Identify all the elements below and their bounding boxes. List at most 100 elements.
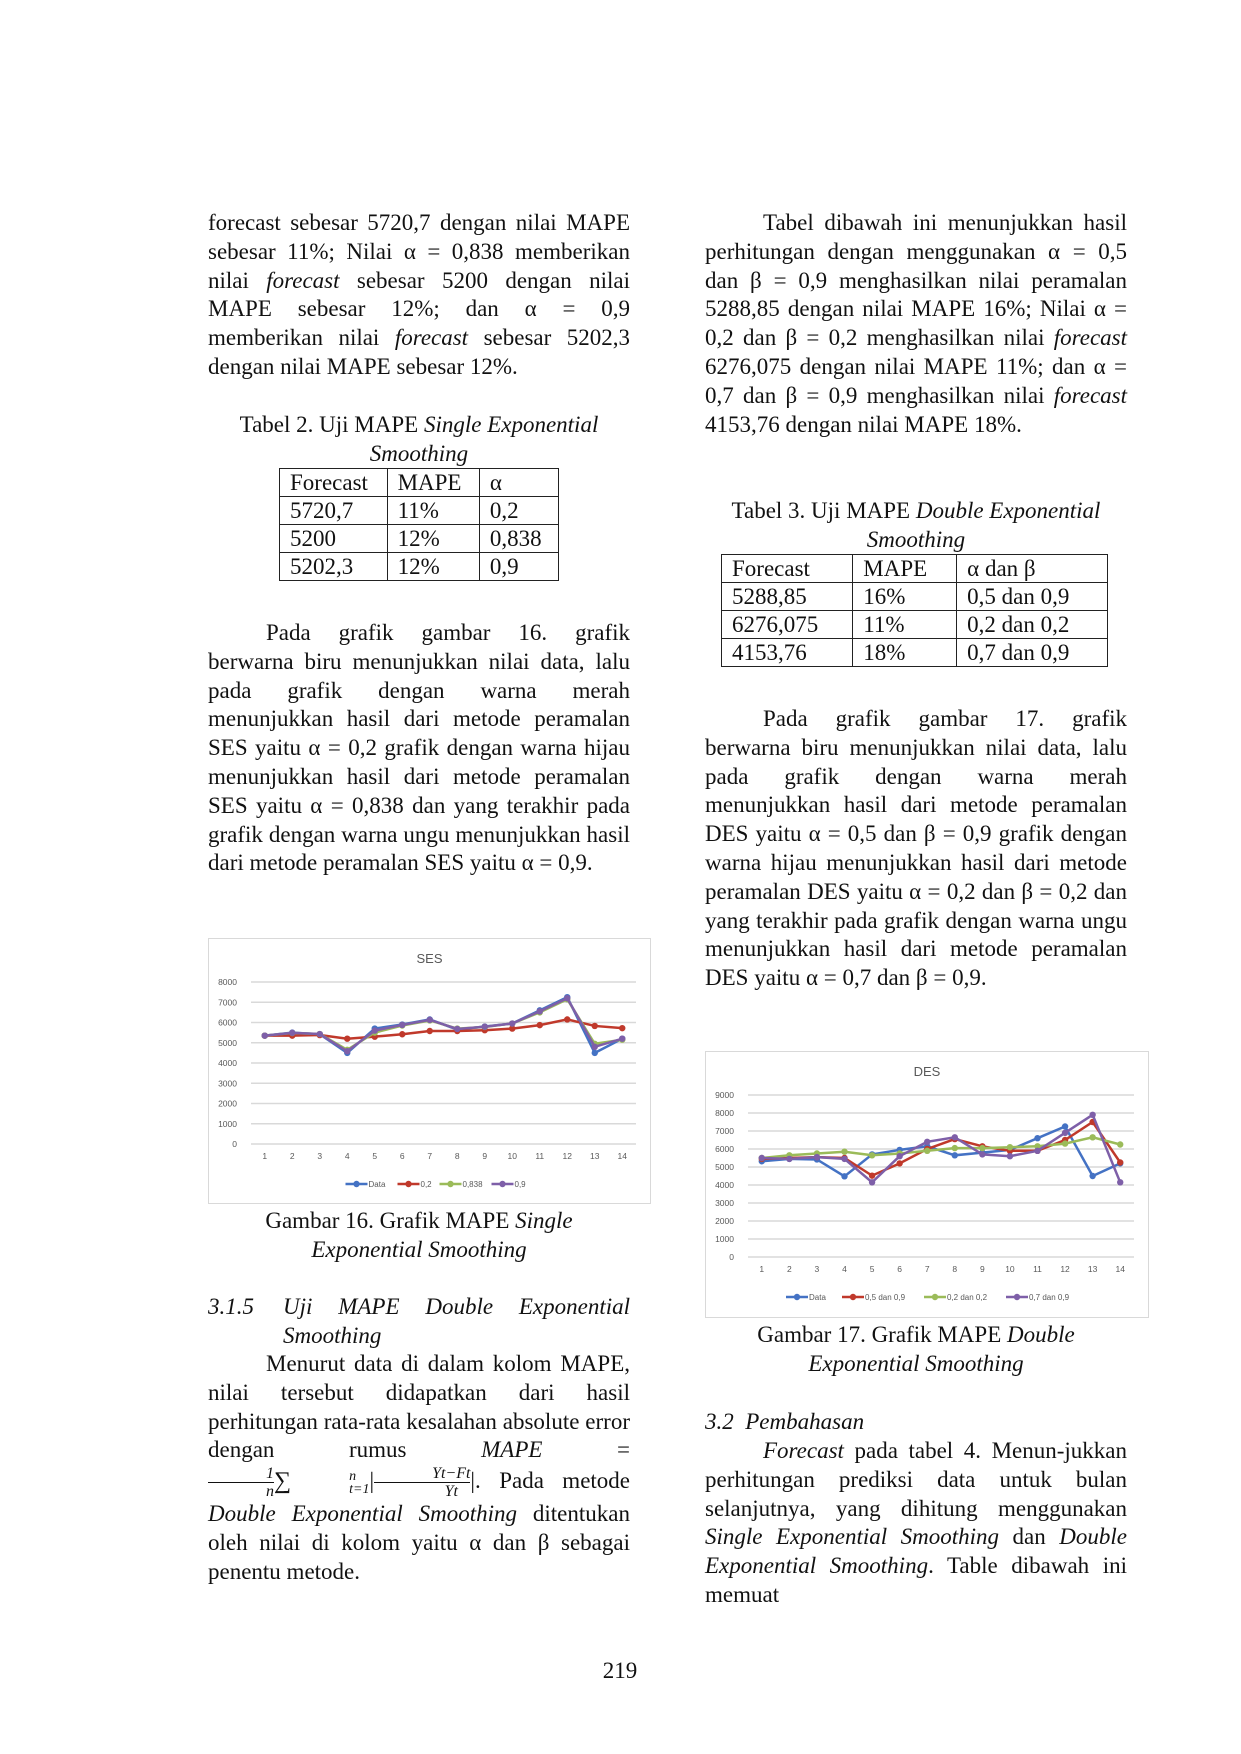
text-segment: 4153,76 dengan nilai MAPE 18%. [705,411,1022,437]
table-cell: 0,2 dan 0,2 [956,610,1108,639]
text-segment: dan [999,1524,1060,1550]
data-point [786,1155,793,1163]
table-cell: 4153,76 [720,638,854,667]
data-point [896,1160,903,1167]
table-cell: 5202,3 [279,552,388,581]
text-segment: forecast [1053,382,1127,408]
table-header-row: Forecast MAPE α [279,468,560,497]
data-point [509,1025,516,1032]
x-tick-label: 13 [1088,1264,1098,1274]
text-segment: Forecast [763,1438,844,1463]
table-header-row: Forecast MAPE α dan β [720,554,1108,583]
y-tick-label: 3000 [715,1198,734,1208]
legend-label: 0,838 [463,1180,484,1189]
table-cell: 0,2 [478,496,560,525]
data-point [261,1032,268,1039]
y-tick-label: 6000 [715,1144,734,1154]
data-point [841,1173,848,1180]
table-row: 5288,85 16% 0,5 dan 0,9 [720,582,1108,611]
y-tick-label: 3000 [218,1078,237,1088]
paragraph: Pada grafik gambar 17. grafik berwarna b… [705,705,1127,993]
table-cell: α dan β [956,554,1108,583]
y-tick-label: 9000 [715,1090,734,1100]
text-segment: forecast [1053,325,1127,351]
data-point [1089,1111,1096,1118]
y-tick-label: 0 [232,1139,237,1149]
y-tick-label: 0 [729,1252,734,1262]
section-heading: 3.2 Pembahasan [705,1409,865,1434]
legend-label: Data [809,1293,826,1302]
data-point [1117,1179,1124,1186]
table-cell: α [478,468,560,497]
table-cell: 11% [852,610,958,639]
legend-marker [499,1180,506,1188]
table-3: Forecast MAPE α dan β 5288,85 16% 0,5 dan 0,9… [720,554,1108,667]
series-line-0-2-dan-0-2 [761,1136,1121,1160]
x-tick-label: 12 [563,1151,573,1161]
y-tick-label: 4000 [218,1058,237,1068]
data-point [1089,1134,1096,1141]
data-point [399,1021,406,1029]
text-segment: Gambar 17. Grafik MAPE [757,1322,1008,1347]
y-tick-label: 5000 [218,1038,237,1048]
sum-upper: n [349,1468,357,1484]
text-segment: Menurut data di dalam kolom MAPE, nilai … [208,1351,630,1463]
data-point [1089,1172,1096,1180]
chart-title: DES [914,1064,941,1079]
data-point [426,1016,433,1024]
text-segment: Single Exponential Smoothing [369,412,599,466]
paragraph: Forecast pada tabel 4. Menun-jukkan perh… [705,1437,1127,1610]
figure-16-caption: Gambar 16. Grafik MAPE Single Exponentia… [208,1207,630,1265]
table-row: 6276,075 11% 0,2 dan 0,2 [720,610,1108,639]
data-point [1034,1135,1041,1142]
legend-marker [793,1293,801,1301]
data-point [371,1027,378,1034]
data-point [536,1021,543,1029]
text-segment: Tabel dibawah ini menunjukkan hasil perh… [705,210,1127,351]
data-point [1034,1143,1041,1150]
data-point [841,1148,848,1155]
data-point [564,1016,571,1023]
x-tick-label: 8 [455,1151,460,1161]
data-point [951,1144,958,1152]
sum-symbol: ∑ [274,1467,292,1494]
data-point [758,1154,765,1162]
x-tick-label: 10 [508,1151,518,1161]
legend-marker [405,1180,412,1188]
formula-numerator: 1 [208,1465,274,1484]
data-point [1034,1147,1041,1154]
formula-numerator: Yt−Ft [374,1465,471,1484]
des-chart: DES 0 1000 2000 3000 4000 5000 6000 7000 8000 9000… [705,1051,1149,1318]
x-tick-label: 3 [815,1264,820,1274]
table-cell: 6276,075 [720,610,854,639]
legend-marker [447,1180,454,1188]
data-point [591,1022,598,1030]
x-tick-label: 1 [759,1264,764,1274]
x-tick-label: 9 [980,1264,985,1274]
table-cell: 0,5 dan 0,9 [956,582,1108,611]
x-tick-label: 8 [952,1264,957,1274]
x-tick-label: 14 [618,1151,628,1161]
table-cell: 0,9 [478,552,560,581]
y-tick-label: 1000 [218,1119,237,1129]
x-tick-label: 4 [345,1151,350,1161]
text-segment: Pada grafik gambar 17. grafik berwarna b… [705,706,1127,991]
legend-marker [1013,1293,1021,1301]
data-point [951,1134,958,1141]
text-segment: = [542,1437,630,1463]
legend-label: 0,2 dan 0,2 [947,1293,988,1302]
text-segment: Double Exponential Smoothing [808,1322,1075,1376]
data-point [951,1152,958,1159]
table-row: 4153,76 18% 0,7 dan 0,9 [720,638,1108,667]
table-cell: MAPE [852,554,958,583]
text-segment: Gambar 16. Grafik MAPE [265,1208,516,1233]
table-3-caption: Tabel 3. Uji MAPE Double Exponential Smo… [705,497,1127,555]
table-cell: Forecast [720,554,854,583]
data-point [868,1172,876,1179]
data-point [344,1035,351,1042]
data-point [1006,1144,1014,1151]
y-tick-label: 8000 [218,977,237,987]
legend-label: Data [369,1180,386,1189]
text-segment: forecast [394,325,469,351]
x-tick-label: 5 [870,1264,875,1274]
